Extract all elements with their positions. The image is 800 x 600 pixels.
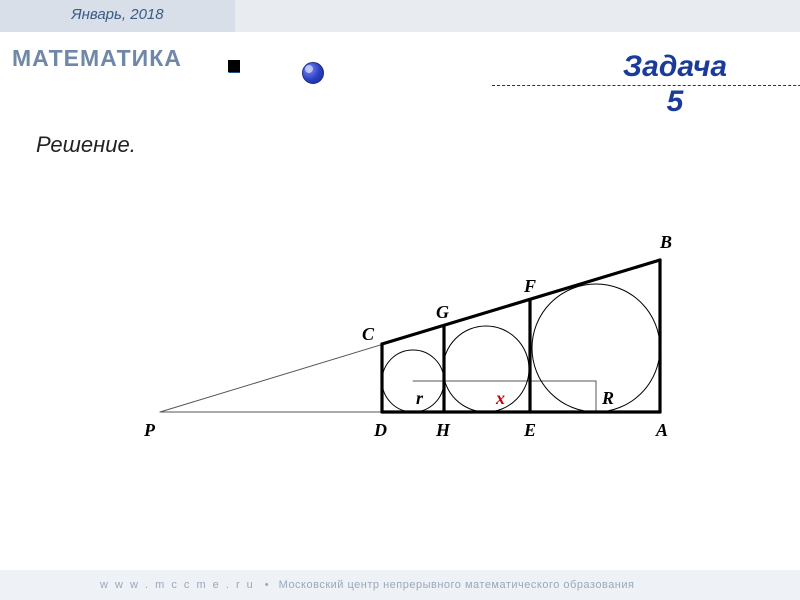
figure-svg: P A B D H E C G Fr Rx [140, 200, 700, 480]
svg-text:P: P [143, 420, 156, 440]
svg-text:C: C [362, 324, 375, 344]
footer-separator-icon: • [265, 579, 269, 591]
svg-text:H: H [435, 420, 451, 440]
svg-text:B: B [659, 232, 672, 252]
svg-text:G: G [436, 302, 449, 322]
svg-text:E: E [523, 420, 536, 440]
brand-title: МАТЕМАТИКА [10, 32, 240, 72]
svg-text:r: r [416, 388, 424, 408]
slide-title: Задача 5 [570, 50, 780, 119]
title-line-2: 5 [667, 85, 684, 118]
svg-text:F: F [523, 276, 536, 296]
footer-url: w w w . m c c m e . r u [100, 579, 255, 591]
title-area: Задача 5 [240, 32, 800, 112]
footer-org: Московский центр непрерывного математиче… [279, 579, 635, 591]
title-line-1: Задача [623, 50, 727, 83]
body: Решение. P A B D H E C G Fr Rx [0, 120, 800, 550]
svg-text:A: A [655, 420, 668, 440]
svg-text:x: x [495, 388, 505, 408]
header-spacer [235, 0, 800, 32]
header-band: Январь, 2018 [0, 0, 800, 32]
bullet-icon [302, 62, 324, 84]
svg-text:R: R [601, 388, 614, 408]
header-date: Январь, 2018 [0, 0, 235, 32]
slide: Январь, 2018 МАТЕМАТИКА Задача 5 Решение… [0, 0, 800, 600]
solution-label: Решение. [36, 132, 136, 158]
geometry-figure: P A B D H E C G Fr Rx [140, 200, 700, 480]
footer: w w w . m c c m e . r u • Московский цен… [0, 570, 800, 600]
svg-text:D: D [373, 420, 387, 440]
brand-corner-icon [228, 60, 240, 72]
